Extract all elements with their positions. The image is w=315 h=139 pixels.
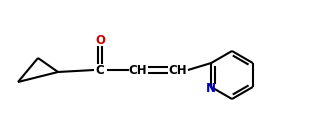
Text: CH: CH <box>169 64 187 76</box>
Text: C: C <box>96 64 104 76</box>
Text: O: O <box>95 33 105 47</box>
Text: CH: CH <box>129 64 147 76</box>
Text: N: N <box>206 81 216 95</box>
